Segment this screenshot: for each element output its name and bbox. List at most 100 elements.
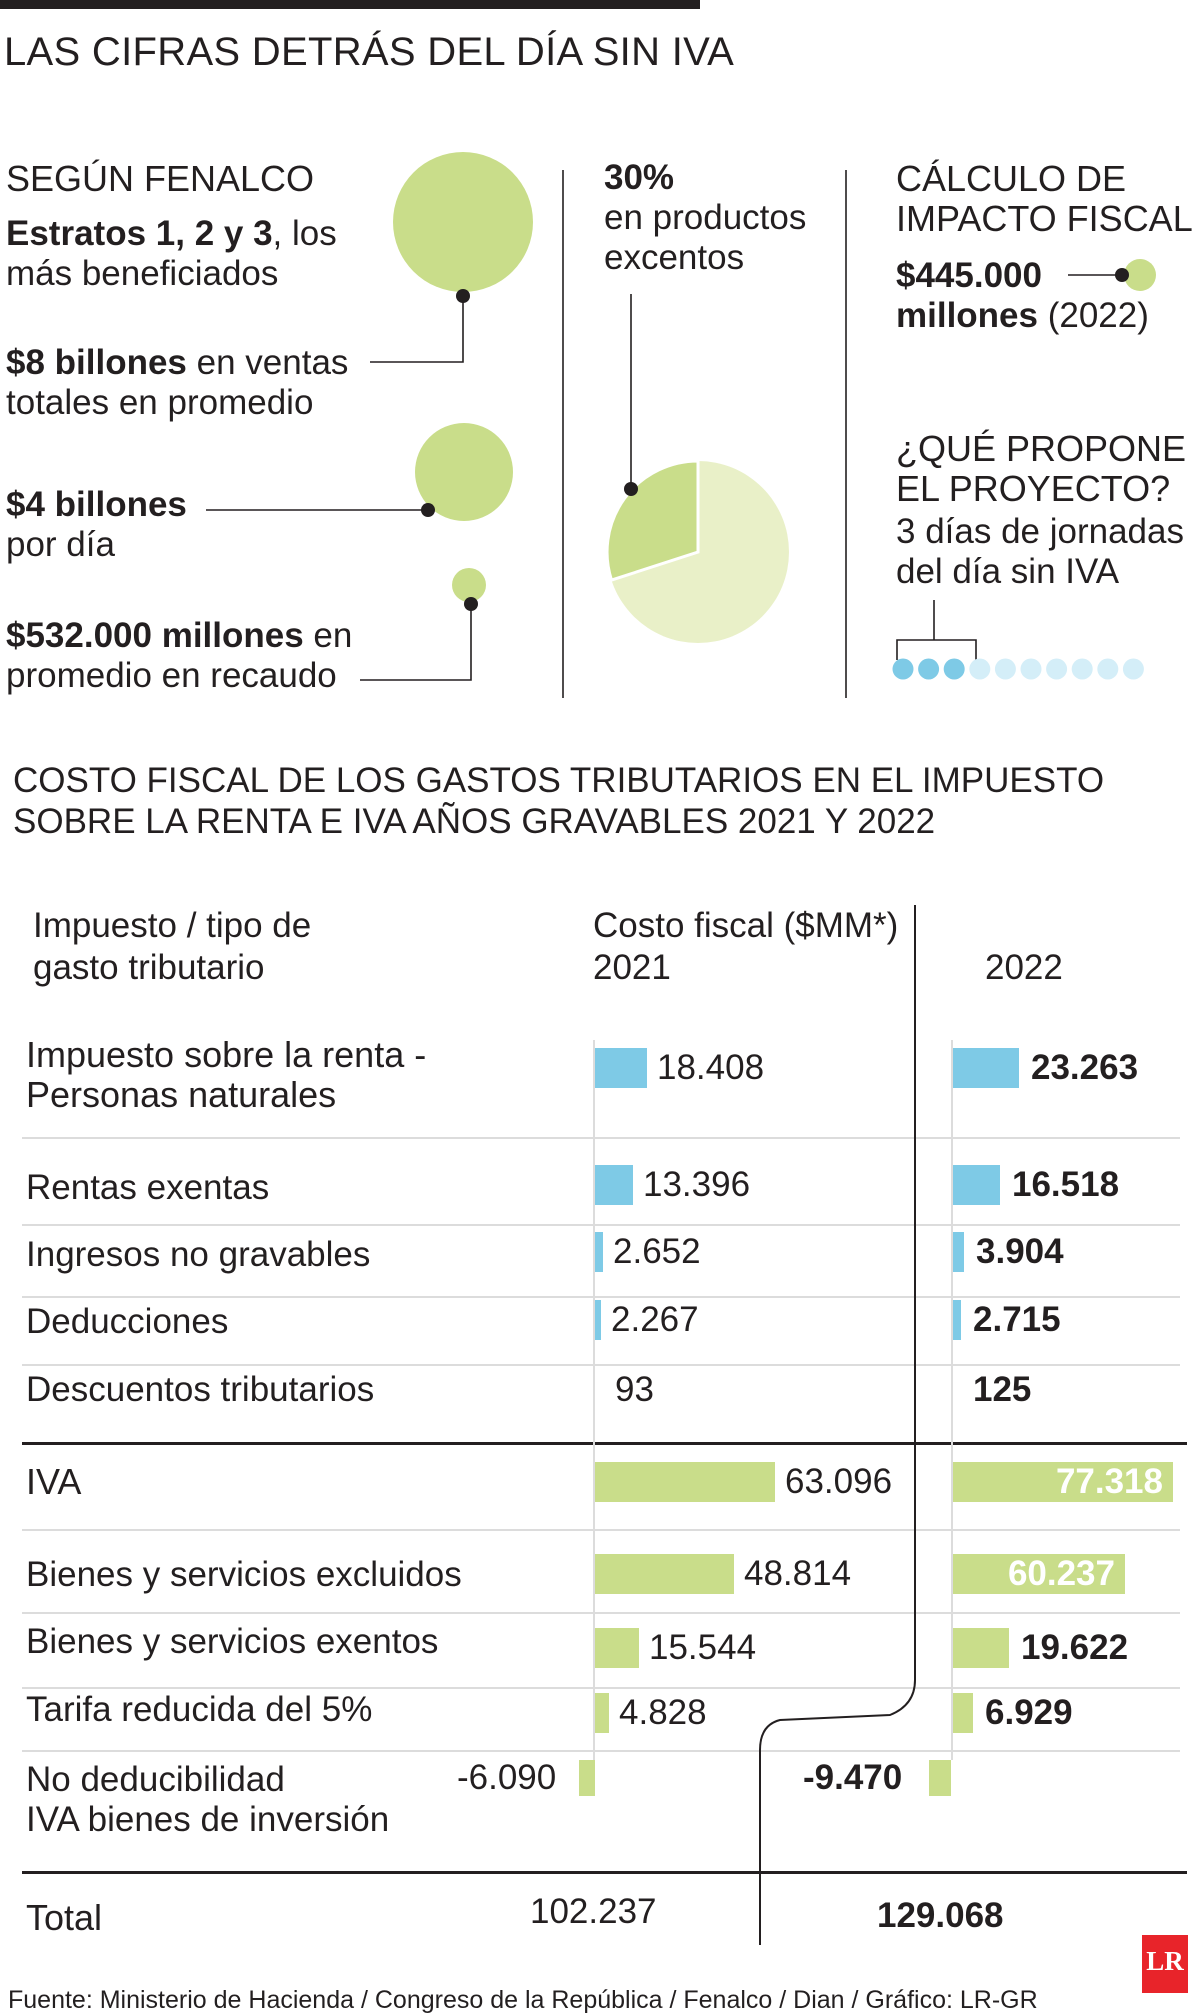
- bar-2022: [953, 1462, 1173, 1502]
- row-label: Ingresos no gravables: [26, 1235, 371, 1274]
- value-2021: 15.544: [649, 1628, 757, 1667]
- leader-collect: [360, 604, 472, 681]
- fenalco-heading: SEGÚN FENALCO: [6, 158, 315, 199]
- value-2021: 63.096: [785, 1462, 893, 1501]
- column-header-2022: 2022: [985, 948, 1063, 987]
- value-2022: 60.237: [1007, 1554, 1115, 1593]
- day-dot: [1071, 658, 1093, 680]
- row-label: Impuesto sobre la renta - Personas natura…: [26, 1034, 427, 1115]
- bar-2022: [953, 1554, 1125, 1594]
- day-dot: [1046, 658, 1068, 680]
- value-2022: 2.715: [973, 1300, 1061, 1339]
- value-2022: -9.470: [803, 1758, 903, 1797]
- top-rule: [0, 0, 700, 9]
- day-dot-highlighted: [892, 658, 914, 680]
- row-divider: [22, 1224, 1180, 1226]
- bar-2021: [595, 1462, 775, 1502]
- row-divider: [22, 1529, 1180, 1531]
- exempt-pct: 30%: [604, 158, 675, 197]
- column-header-type: Impuesto / tipo de gasto tributario: [33, 906, 312, 987]
- section-divider: [22, 1871, 1187, 1874]
- day-dots: [892, 658, 1144, 680]
- row-divider: [22, 1750, 1180, 1752]
- bar-2021: [595, 1693, 609, 1733]
- bar-2022: [929, 1760, 951, 1796]
- bar-2022: [953, 1232, 964, 1272]
- row-label: Rentas exentas: [26, 1168, 270, 1207]
- bar-2021: [595, 1554, 734, 1594]
- bar-2022: [953, 1693, 973, 1733]
- row-divider: [22, 1687, 1180, 1689]
- value-2022: 6.929: [985, 1693, 1073, 1732]
- axis-2021: [593, 1040, 595, 1760]
- bar-2021: [595, 1165, 633, 1205]
- value-2021: 13.396: [643, 1165, 751, 1204]
- fiscal-amount1: $445.000: [896, 256, 1042, 295]
- fiscal-heading2: IMPACTO FISCAL: [896, 198, 1193, 239]
- proposal-line2: del día sin IVA: [896, 552, 1120, 591]
- page-title: LAS CIFRAS DETRÁS DEL DÍA SIN IVA: [4, 30, 735, 74]
- strata-line2: más beneficiados: [6, 254, 279, 293]
- row-label: Deducciones: [26, 1302, 229, 1341]
- strata-line1: Estratos 1, 2 y 3, los: [6, 214, 337, 253]
- bar-2022: [953, 1300, 961, 1340]
- value-2021: -6.090: [457, 1758, 557, 1797]
- circle-8-billones: [393, 152, 533, 292]
- bar-2021: [595, 1232, 603, 1272]
- row-label: Bienes y servicios exentos: [26, 1622, 439, 1661]
- value-2021: 2.267: [611, 1300, 699, 1339]
- day-dot-highlighted: [943, 658, 965, 680]
- dot-daily: [421, 503, 435, 517]
- day-dot: [969, 658, 991, 680]
- collect-line1: $532.000 millones en: [6, 616, 353, 655]
- circle-fiscal: [1124, 259, 1156, 291]
- source-note: Fuente: Ministerio de Hacienda / Congres…: [8, 1986, 1038, 2014]
- value-2021: 18.408: [657, 1048, 765, 1087]
- bracket-days: [896, 639, 977, 660]
- section-divider: [22, 1442, 1187, 1445]
- proposal-line1: 3 días de jornadas: [896, 512, 1184, 551]
- value-2021: 93: [615, 1370, 654, 1409]
- value-2022: 77.318: [1055, 1462, 1163, 1501]
- row-label: Descuentos tributarios: [26, 1370, 375, 1409]
- bar-2022: [953, 1628, 1009, 1668]
- value-2022: 23.263: [1031, 1048, 1139, 1087]
- proposal-heading1: ¿QUÉ PROPONE: [896, 428, 1187, 469]
- value-2021: 4.828: [619, 1693, 707, 1732]
- value-2022: 125: [973, 1370, 1032, 1409]
- day-dot: [1122, 658, 1144, 680]
- total-label: Total: [26, 1897, 103, 1938]
- column-header-2021: Costo fiscal ($MM*) 2021: [593, 906, 899, 987]
- row-label: IVA: [26, 1461, 82, 1502]
- axis-2022: [951, 1040, 953, 1760]
- leader-sales: [370, 296, 464, 363]
- dot-sales: [456, 289, 470, 303]
- lr-logo: LR: [1142, 1935, 1188, 1993]
- bar-2021: [595, 1048, 647, 1088]
- row-label: Tarifa reducida del 5%: [26, 1690, 373, 1729]
- circle-532-millones: [452, 568, 486, 602]
- circle-4-billones: [415, 423, 513, 521]
- bar-2022: [953, 1048, 1019, 1088]
- bar-2022: [953, 1165, 1000, 1205]
- exempt-line2: excentos: [604, 238, 745, 277]
- dot-collect: [464, 597, 478, 611]
- value-2022: 3.904: [976, 1232, 1064, 1271]
- value-2022: 19.622: [1021, 1628, 1129, 1667]
- row-divider: [22, 1296, 1180, 1298]
- daily-line2: por día: [6, 525, 115, 564]
- pie-chart: [605, 459, 789, 643]
- dot-pie: [624, 482, 638, 496]
- day-dot: [1020, 658, 1042, 680]
- dot-fiscal: [1115, 268, 1129, 282]
- proposal-heading2: EL PROYECTO?: [896, 468, 1171, 509]
- total-2021: 102.237: [530, 1892, 657, 1931]
- day-dot: [1097, 658, 1119, 680]
- day-dot-highlighted: [918, 658, 940, 680]
- daily-line1: $4 billones: [6, 485, 187, 524]
- bar-2021: [595, 1300, 601, 1340]
- row-label: Bienes y servicios excluidos: [26, 1555, 462, 1594]
- collect-line2: promedio en recaudo: [6, 656, 337, 695]
- bar-2021: [579, 1760, 595, 1796]
- sales-line2: totales en promedio: [6, 383, 314, 422]
